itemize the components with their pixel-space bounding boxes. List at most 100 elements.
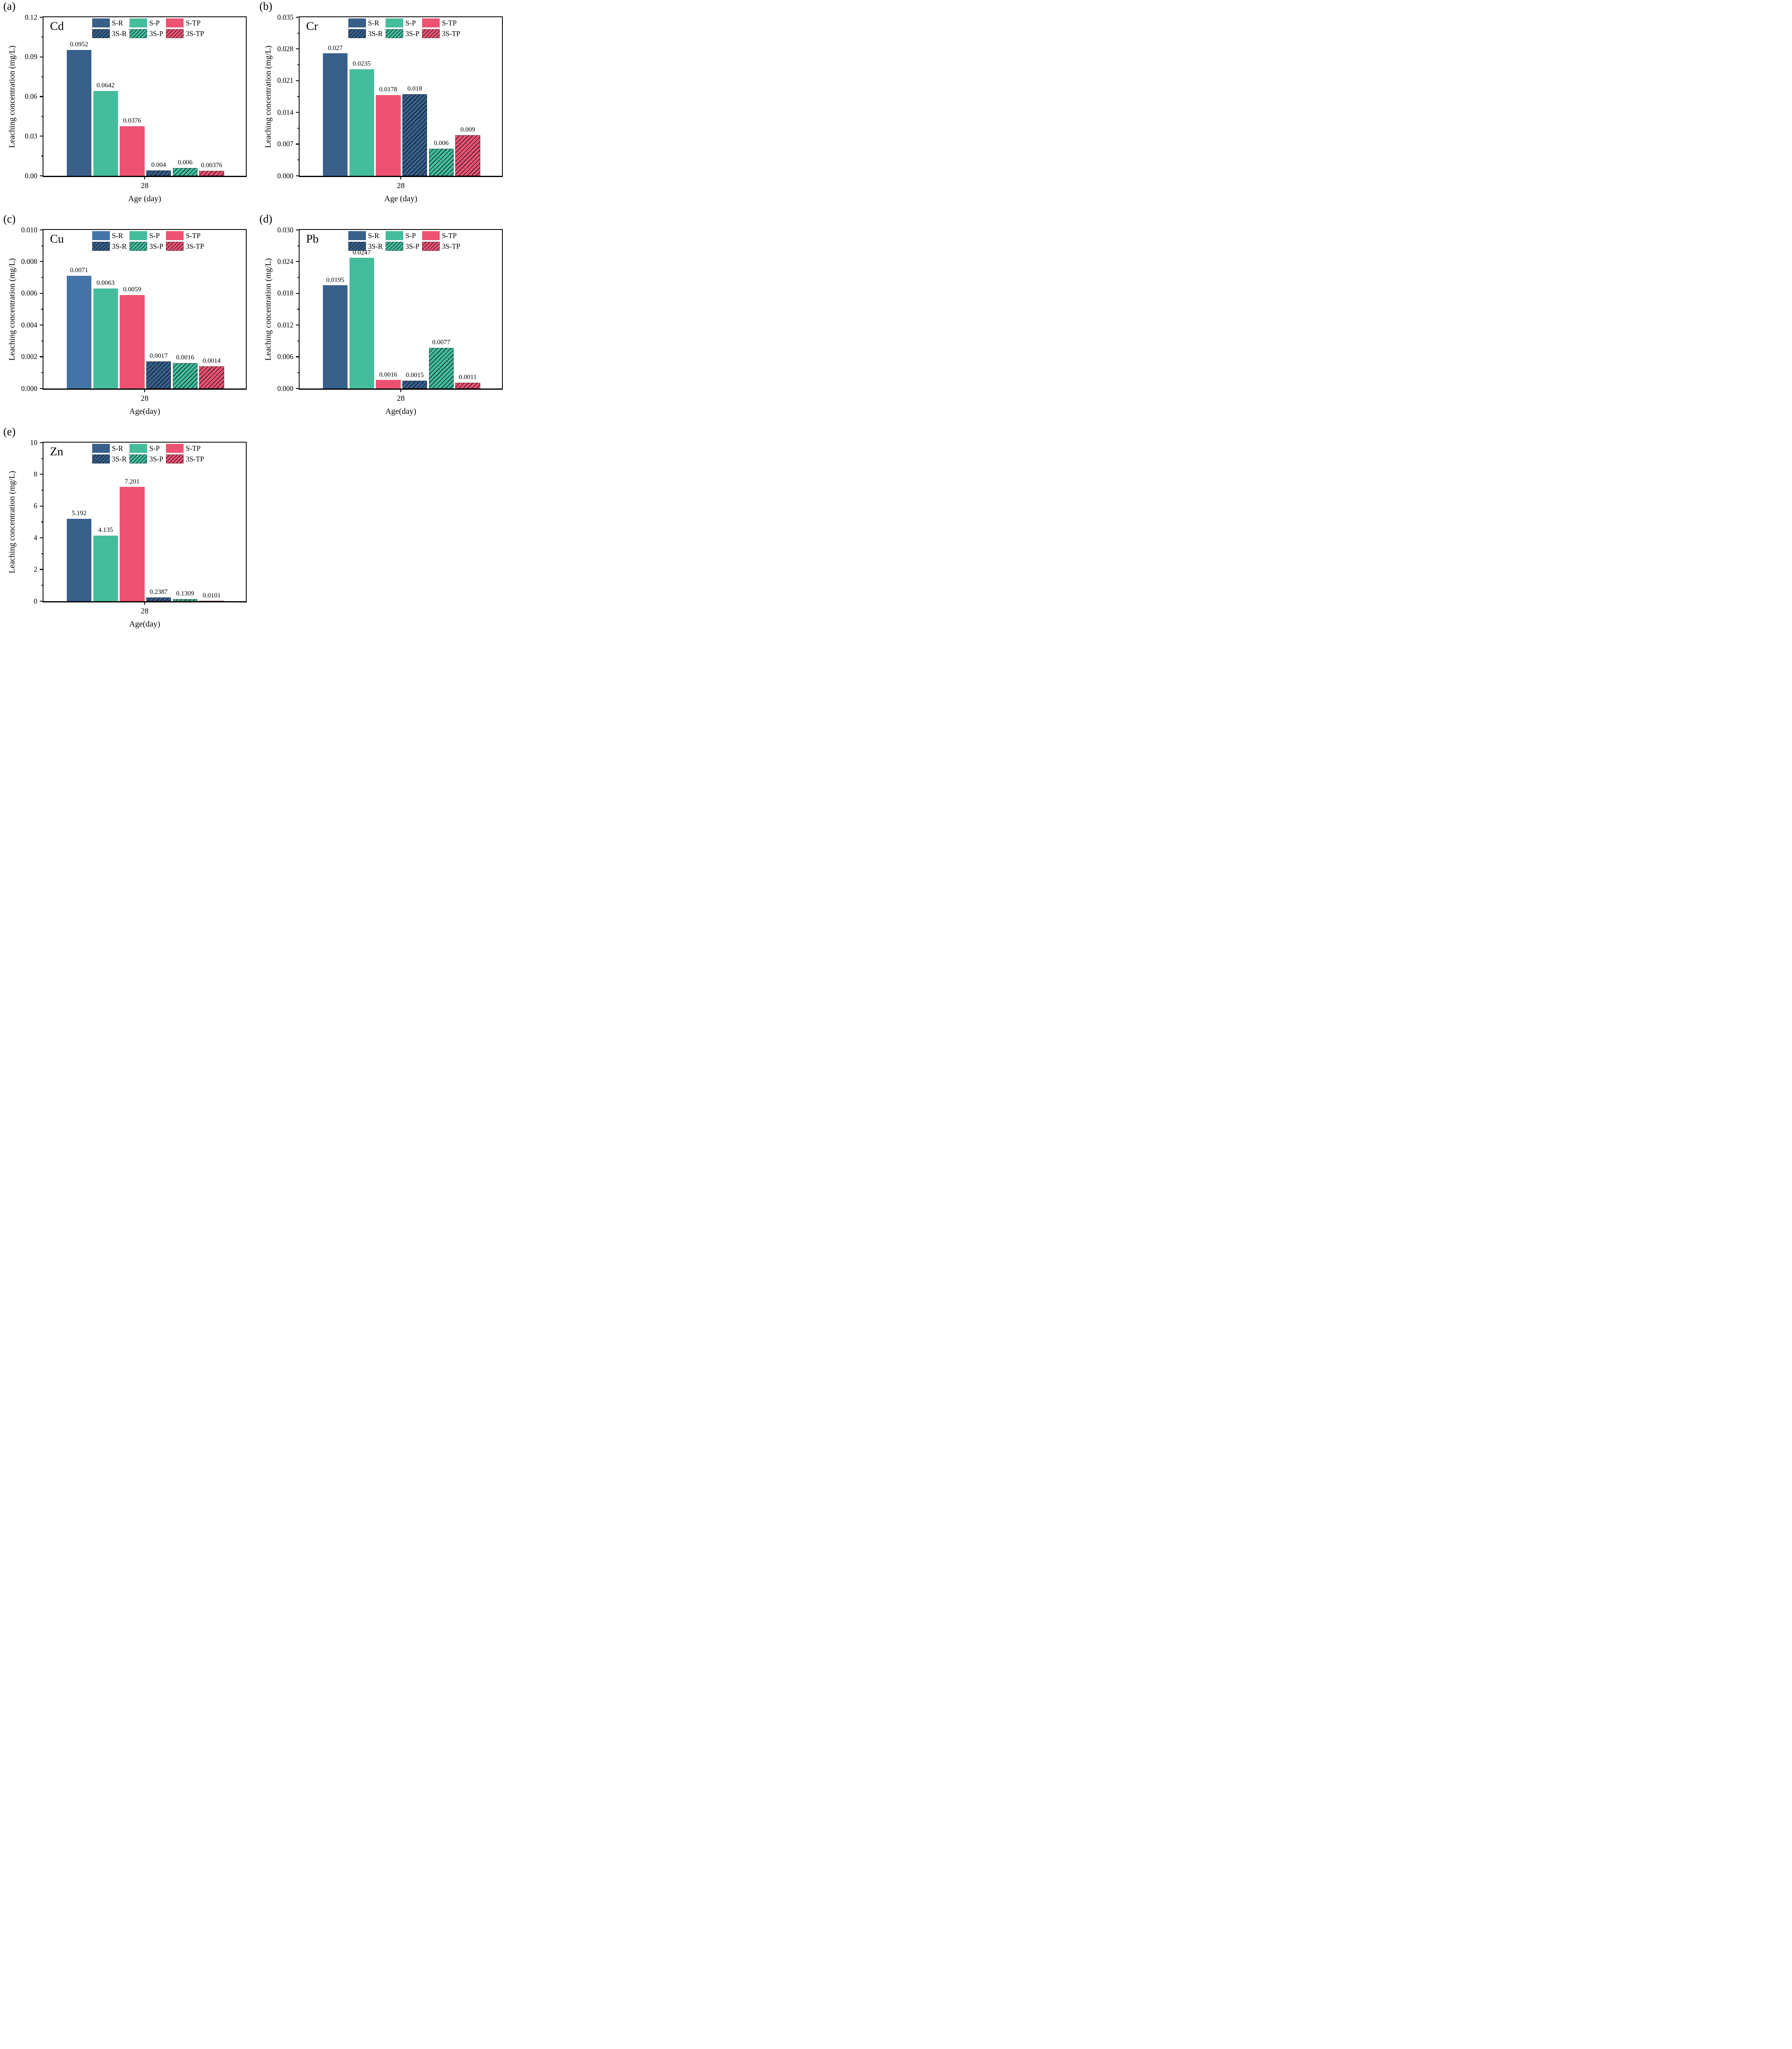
legend-label-3s-tp: 3S-TP	[186, 30, 204, 38]
bar-s-tp	[120, 487, 145, 601]
bar-3s-p	[173, 363, 198, 388]
bar-value-label: 0.00376	[201, 162, 223, 169]
bar-3s-r	[402, 380, 427, 388]
legend-label-s-p: S-P	[405, 19, 416, 27]
legend-label-3s-p: 3S-P	[149, 242, 164, 250]
legend-label-3s-r: 3S-R	[368, 30, 383, 38]
y-tick-label: 0.000	[21, 384, 37, 393]
y-tick-mark	[40, 175, 43, 177]
y-minor-tick-mark	[298, 245, 300, 246]
legend-label-3s-r: 3S-R	[112, 30, 127, 38]
bar-s-tp	[376, 380, 401, 388]
legend-label-s-tp: S-TP	[442, 232, 457, 240]
legend-swatch-s-tp	[166, 18, 184, 27]
y-tick-label: 0.021	[277, 76, 293, 85]
x-tick-mark	[400, 176, 402, 179]
legend-swatch-s-p	[129, 444, 148, 453]
y-tick-mark	[296, 112, 300, 113]
y-axis-title: Leaching concentration (mg/L)	[7, 45, 17, 148]
legend-label-s-p: S-P	[149, 19, 160, 27]
y-minor-tick-mark	[41, 36, 43, 38]
bar-s-p	[93, 91, 118, 176]
legend-swatch-3s-p	[129, 29, 148, 38]
figure-panel-grid: (a) Leaching concentration (mg/L) Cd 0.0…	[0, 0, 512, 638]
y-minor-tick-mark	[298, 159, 300, 161]
bar-s-p	[349, 69, 374, 176]
metal-label: Zn	[50, 445, 64, 458]
bar-value-label: 0.0016	[379, 371, 397, 378]
x-tick-label: 28	[141, 394, 149, 403]
legend-label-3s-tp: 3S-TP	[186, 455, 204, 463]
legend-swatch-3s-p	[385, 29, 404, 38]
y-tick-label: 0.010	[21, 225, 37, 234]
y-minor-tick-mark	[298, 372, 300, 373]
y-tick-label: 4	[34, 533, 37, 542]
bar-s-tp	[120, 126, 145, 176]
bar-s-tp	[376, 95, 401, 176]
y-tick-mark	[296, 16, 300, 18]
legend-swatch-s-tp	[422, 18, 440, 27]
legend-swatch-3s-r	[348, 242, 366, 251]
chart-e: (e) Leaching concentration (mg/L) Zn 5.1…	[0, 425, 256, 638]
x-tick-label: 28	[141, 607, 149, 616]
metal-label: Cd	[50, 20, 64, 33]
legend-swatch-s-r	[348, 231, 366, 240]
chart-d: (d) Leaching concentration (mg/L) Pb 0.0…	[256, 213, 512, 425]
bar-value-label: 0.2387	[150, 588, 168, 595]
bar-value-label: 0.0063	[96, 279, 115, 287]
y-tick-mark	[40, 96, 43, 97]
y-minor-tick-mark	[298, 277, 300, 278]
bar-value-label: 0.018	[407, 85, 422, 93]
bar-value-label: 0.0952	[70, 41, 88, 48]
plot-area: Zn 5.192 4.135 7.201 0.2387 0.1309 0.0101 S-R…	[30, 439, 247, 605]
legend-swatch-s-r	[92, 444, 110, 453]
y-tick-mark	[40, 474, 43, 475]
legend-swatch-s-tp	[166, 231, 184, 240]
y-tick-mark	[296, 175, 300, 177]
legend-swatch-3s-tp	[422, 242, 440, 251]
plot-area: Cd 0.0952 0.0642 0.0376 0.004 0.006 0.00376 S…	[25, 14, 247, 179]
legend-label-s-p: S-P	[149, 232, 160, 240]
bar-value-label: 0.0376	[123, 117, 141, 124]
legend-swatch-s-r	[92, 18, 110, 27]
y-axis-title: Leaching concentration (mg/L)	[7, 258, 17, 361]
panel-label: (e)	[3, 425, 16, 438]
panel-label: (a)	[3, 0, 16, 12]
bar-3s-tp	[199, 366, 224, 388]
legend-label-s-tp: S-TP	[186, 444, 201, 452]
legend-label-s-r: S-R	[112, 444, 123, 452]
bar-value-label: 0.027	[327, 44, 343, 52]
bar-value-label: 0.0178	[379, 86, 397, 93]
y-tick-mark	[40, 293, 43, 294]
y-tick-mark	[296, 48, 300, 50]
metal-label: Pb	[306, 232, 319, 245]
y-tick-label: 0.03	[25, 132, 37, 140]
y-tick-mark	[296, 261, 300, 262]
bar-3s-tp	[455, 135, 480, 176]
panel-label: (b)	[259, 0, 273, 12]
legend-swatch-3s-r	[348, 29, 366, 38]
y-tick-label: 10	[30, 438, 38, 447]
y-minor-tick-mark	[298, 32, 300, 34]
bar-value-label: 5.192	[71, 510, 86, 517]
bar-value-label: 0.1309	[176, 590, 194, 597]
y-tick-mark	[40, 16, 43, 18]
legend-swatch-3s-tp	[166, 454, 184, 463]
bar-value-label: 0.0014	[202, 357, 221, 365]
y-tick-mark	[40, 388, 43, 389]
y-tick-label: 0.018	[277, 289, 293, 298]
y-tick-label: 0.00	[25, 171, 37, 180]
legend-swatch-s-tp	[166, 444, 184, 453]
chart-c: (c) Leaching concentration (mg/L) Cu 0.0…	[0, 213, 256, 425]
bar-3s-p	[173, 599, 198, 601]
bar-value-label: 0.0071	[70, 267, 88, 274]
legend-label-3s-p: 3S-P	[405, 30, 420, 38]
bar-3s-p	[429, 348, 454, 388]
x-tick-label: 28	[141, 182, 149, 190]
legend-swatch-s-r	[348, 18, 366, 27]
y-tick-label: 0.004	[21, 320, 37, 329]
chart-a: (a) Leaching concentration (mg/L) Cd 0.0…	[0, 0, 256, 213]
y-tick-label: 0.006	[277, 352, 293, 361]
y-tick-label: 0.007	[277, 139, 293, 148]
legend-swatch-3s-p	[129, 454, 148, 463]
